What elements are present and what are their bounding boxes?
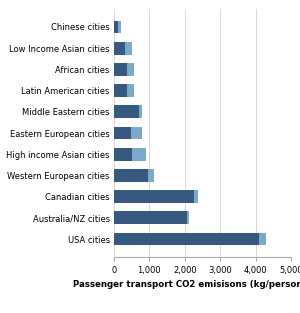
- Bar: [139, 105, 142, 118]
- Bar: [259, 233, 266, 245]
- Bar: [114, 21, 118, 33]
- Bar: [125, 42, 132, 54]
- Bar: [194, 190, 198, 203]
- Bar: [114, 212, 187, 224]
- Bar: [114, 169, 148, 182]
- X-axis label: Passenger transport CO2 emisisons (kg/person/year): Passenger transport CO2 emisisons (kg/pe…: [74, 280, 300, 289]
- Bar: [187, 212, 189, 224]
- Bar: [118, 21, 122, 33]
- Bar: [114, 190, 194, 203]
- Bar: [148, 169, 154, 182]
- Bar: [114, 63, 128, 76]
- Bar: [114, 105, 139, 118]
- Bar: [114, 233, 259, 245]
- Bar: [131, 127, 142, 139]
- Bar: [114, 42, 125, 54]
- Bar: [128, 63, 134, 76]
- Bar: [128, 84, 134, 97]
- Bar: [114, 127, 131, 139]
- Bar: [114, 84, 128, 97]
- Bar: [114, 148, 132, 161]
- Bar: [132, 148, 146, 161]
